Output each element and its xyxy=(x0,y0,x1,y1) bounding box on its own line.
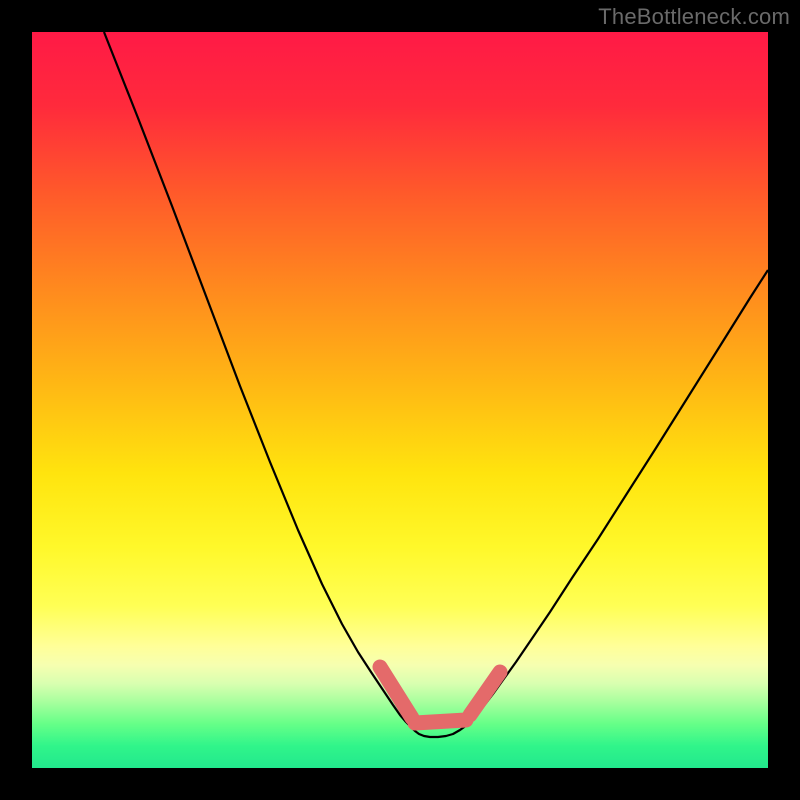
watermark-text: TheBottleneck.com xyxy=(598,4,790,30)
curve-chart xyxy=(0,0,800,800)
highlight-segment-1 xyxy=(415,720,466,723)
chart-root: TheBottleneck.com xyxy=(0,0,800,800)
gradient-background xyxy=(32,32,768,768)
